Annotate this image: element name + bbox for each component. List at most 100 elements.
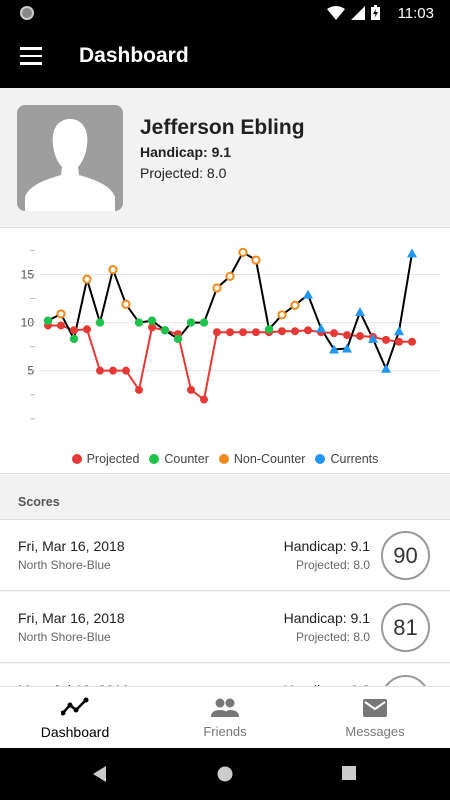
projected-point — [83, 325, 91, 334]
tab-dashboard[interactable]: Dashboard — [0, 687, 150, 748]
currents-point — [355, 306, 365, 316]
noncounter-point — [108, 265, 118, 275]
scores-header: Scores — [0, 475, 450, 520]
projected-point — [278, 327, 286, 336]
person-silhouette-icon — [25, 119, 115, 211]
home-icon[interactable] — [217, 766, 233, 782]
tab-dashboard-label: Dashboard — [40, 724, 110, 740]
player-projected: Projected: 8.0 — [140, 165, 227, 181]
counter-point — [199, 318, 209, 327]
noncounter-point — [290, 300, 300, 310]
recents-icon[interactable] — [342, 766, 356, 780]
projected-point — [213, 328, 221, 337]
noncounter-point — [82, 274, 92, 284]
score-badge: 90 — [381, 531, 430, 580]
legend-projected-label: Projected — [86, 452, 140, 466]
score-date: Fri, Mar 16, 2018 — [18, 610, 125, 626]
projected-point — [343, 331, 351, 340]
counter-point — [134, 318, 144, 327]
score-handicap: Handicap: 9.1 — [283, 538, 370, 554]
back-icon[interactable] — [93, 766, 107, 782]
currents-point — [368, 333, 378, 343]
projected-point — [109, 366, 117, 375]
projected-point — [200, 395, 208, 404]
projected-point — [148, 323, 156, 332]
trend-icon — [61, 697, 89, 716]
currents-point — [407, 248, 417, 258]
status-bar: 11:03 — [0, 0, 450, 25]
mail-icon — [363, 699, 387, 717]
projected-point — [408, 337, 416, 346]
y-tick-label: 10 — [21, 316, 35, 330]
score-handicap: Handicap: 9.1 — [283, 610, 370, 626]
score-badge: 81 — [381, 603, 430, 652]
noncounter-point — [251, 255, 261, 265]
projected-point — [382, 335, 390, 344]
wifi-icon — [327, 5, 345, 20]
player-name: Jefferson Ebling — [140, 116, 305, 139]
projected-point — [135, 385, 143, 394]
score-course: North Shore-Blue — [18, 558, 111, 572]
tab-messages-label: Messages — [345, 724, 405, 739]
player-handicap: Handicap: 9.1 — [140, 144, 232, 160]
currents-point — [381, 363, 391, 373]
noncounter-point — [121, 299, 131, 309]
projected-point — [70, 326, 78, 335]
currents-point — [303, 289, 313, 299]
tab-friends-label: Friends — [203, 724, 247, 739]
currents-point — [316, 323, 326, 333]
noncounter-point — [277, 310, 287, 320]
projected-point — [304, 326, 312, 335]
menu-icon[interactable] — [20, 47, 42, 65]
profile-card: Jefferson Ebling Handicap: 9.1 Projected… — [0, 88, 450, 228]
legend-noncounter-label: Non-Counter — [233, 452, 306, 466]
score-course: North Shore-Blue — [18, 630, 111, 644]
counter-point — [43, 316, 53, 325]
projected-point — [395, 337, 403, 346]
projected-point — [226, 328, 234, 337]
counter-point — [160, 326, 170, 335]
projected-point — [96, 366, 104, 375]
noncounter-point — [212, 283, 222, 293]
clock: 11:03 — [397, 5, 434, 22]
projected-point — [187, 385, 195, 394]
tab-friends[interactable]: Friends — [150, 687, 300, 748]
signal-icon — [351, 5, 365, 20]
noncounter-point — [238, 247, 248, 257]
currents-point — [329, 344, 339, 354]
counter-point — [264, 325, 274, 334]
projected-point — [356, 332, 364, 341]
counter-point — [95, 318, 105, 327]
currents-point — [394, 326, 404, 336]
projected-point — [252, 328, 260, 337]
legend-currents: Currents — [315, 452, 378, 466]
legend-counter-label: Counter — [164, 452, 209, 466]
score-row[interactable]: Fri, Mar 16, 2018 North Shore-Blue Handi… — [0, 592, 450, 663]
people-icon — [211, 698, 239, 717]
y-tick-label: 15 — [21, 267, 35, 281]
score-line — [47, 250, 413, 372]
noncounter-point — [225, 271, 235, 282]
tab-messages[interactable]: Messages — [300, 687, 450, 748]
projected-point — [57, 321, 65, 330]
handicap-chart: 15 10 5 Projected Counter Non-Counter Curr… — [0, 228, 450, 474]
legend-currents-label: Currents — [330, 452, 379, 466]
counter-point — [173, 334, 183, 344]
projected-point — [330, 329, 338, 338]
app-bar: Dashboard — [0, 25, 450, 88]
score-projected: Projected: 8.0 — [295, 558, 370, 572]
counter-point — [186, 318, 196, 327]
currents-point — [342, 343, 352, 353]
chart-legend: Projected Counter Non-Counter Currents — [0, 452, 450, 466]
system-nav-bar — [0, 748, 450, 800]
noncounter-point — [56, 309, 66, 319]
score-row[interactable]: Fri, Mar 16, 2018 North Shore-Blue Handi… — [0, 520, 450, 591]
legend-counter: Counter — [149, 452, 209, 466]
avatar — [17, 105, 123, 211]
projected-point — [239, 328, 247, 337]
projected-point — [122, 366, 130, 375]
battery-icon — [371, 5, 380, 20]
bottom-navigation: Dashboard Friends Messages — [0, 686, 450, 748]
legend-noncounter: Non-Counter — [218, 452, 306, 466]
